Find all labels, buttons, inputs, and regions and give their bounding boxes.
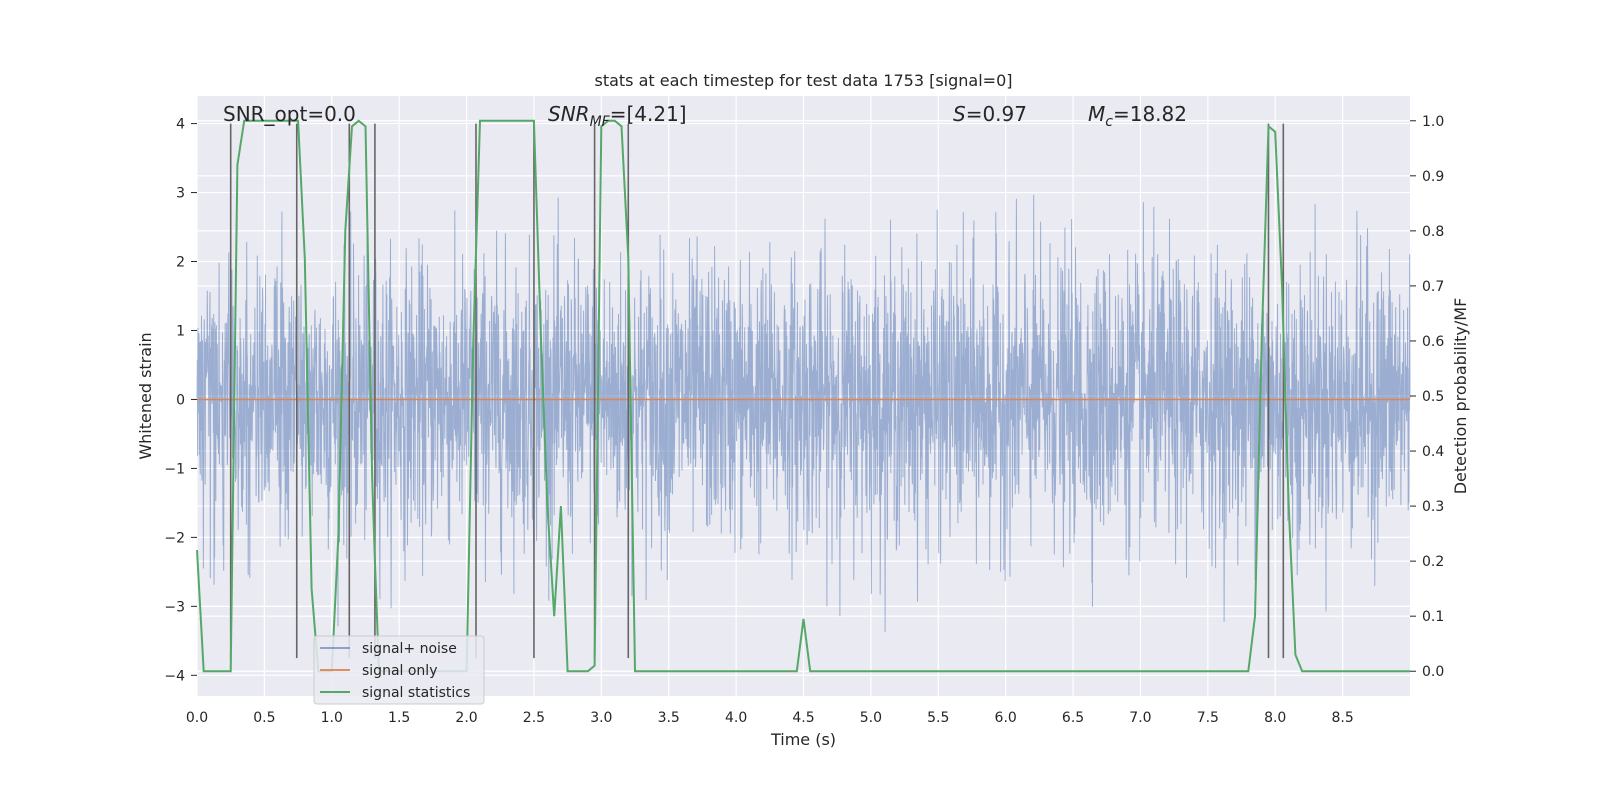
x-tick-label: 7.5: [1197, 710, 1219, 726]
y-tick-label: −3: [164, 599, 185, 615]
x-tick-label: 3.5: [658, 710, 680, 726]
x-tick-label: 2.5: [523, 710, 545, 726]
series-signal-statistics: [196, 119, 1410, 673]
s-value: =0.97: [966, 102, 1027, 126]
y2-tick-label: 0.1: [1422, 609, 1444, 625]
x-tick-label: 1.5: [388, 710, 410, 726]
y2-tick-label: 0.5: [1422, 389, 1444, 405]
x-tick-label: 8.5: [1331, 710, 1353, 726]
annotation-s: S=0.97: [953, 102, 1027, 126]
x-tick-label: 4.0: [725, 710, 747, 726]
y2-tick-label: 1.0: [1422, 114, 1444, 130]
x-tick-label: 3.0: [590, 710, 612, 726]
y2-tick-label: 0.0: [1422, 664, 1444, 680]
legend: signal+ noise signal only signal statist…: [313, 635, 485, 705]
s-symbol: S: [953, 102, 966, 126]
signal-statistics-line: [196, 119, 1410, 673]
x-tick-label: 6.5: [1062, 710, 1084, 726]
annotation-snr-opt: SNR_opt=0.0: [223, 102, 356, 126]
legend-label-signal-only: signal only: [362, 663, 437, 679]
y-tick-label: 3: [176, 186, 185, 202]
y-tick-label: −1: [164, 461, 185, 477]
mc-subscript: c: [1105, 114, 1113, 130]
x-tick-label: 5.0: [860, 710, 882, 726]
y-tick-label: −2: [164, 530, 185, 546]
x-tick-label: 4.5: [792, 710, 814, 726]
mc-value: =18.82: [1113, 102, 1187, 126]
annotation-mc: Mc=18.82: [1088, 102, 1187, 130]
legend-box: [313, 635, 485, 705]
y2-tick-label: 0.8: [1422, 224, 1444, 240]
y-tick-label: 0: [176, 392, 185, 408]
snr-mf-symbol: SNR: [548, 102, 590, 126]
x-tick-label: 2.0: [455, 710, 477, 726]
x-tick-label: 8.0: [1264, 710, 1286, 726]
y2-tick-label: 0.3: [1422, 499, 1444, 515]
snr-mf-subscript: MF: [590, 114, 611, 130]
axes: 0.0 0.5 1.0 1.5 2.0 2.5 3.0 3.5 4.0 4.5 5.0 5.5 6.0 6…: [164, 114, 1444, 726]
x-tick-label: 1.0: [321, 710, 343, 726]
y-tick-label: 4: [176, 117, 185, 133]
y2-tick-label: 0.2: [1422, 554, 1444, 570]
y-tick-label: 2: [176, 255, 185, 271]
snr-mf-value: =[4.21]: [610, 102, 687, 126]
chart-title: stats at each timestep for test data 175…: [594, 71, 1012, 90]
annotation-snr-mf: SNRMF=[4.21]: [548, 102, 687, 130]
x-tick-label: 6.0: [995, 710, 1017, 726]
y-tick-label: −4: [164, 668, 185, 684]
x-tick-label: 0.0: [186, 710, 208, 726]
y2-tick-label: 0.9: [1422, 169, 1444, 185]
x-tick-label: 0.5: [253, 710, 275, 726]
x-tick-label: 7.0: [1129, 710, 1151, 726]
y-axis-label: Whitened strain: [136, 332, 155, 459]
y2-axis-label: Detection probability/MF: [1451, 298, 1470, 495]
legend-label-signal-noise: signal+ noise: [362, 641, 457, 657]
y2-tick-label: 0.4: [1422, 444, 1444, 460]
x-axis-label: Time (s): [770, 730, 836, 749]
y2-tick-label: 0.7: [1422, 279, 1444, 295]
y-tick-label: 1: [176, 323, 185, 339]
mc-symbol: M: [1088, 102, 1105, 126]
y2-tick-label: 0.6: [1422, 334, 1444, 350]
legend-label-signal-statistics: signal statistics: [362, 685, 470, 701]
x-tick-label: 5.5: [927, 710, 949, 726]
